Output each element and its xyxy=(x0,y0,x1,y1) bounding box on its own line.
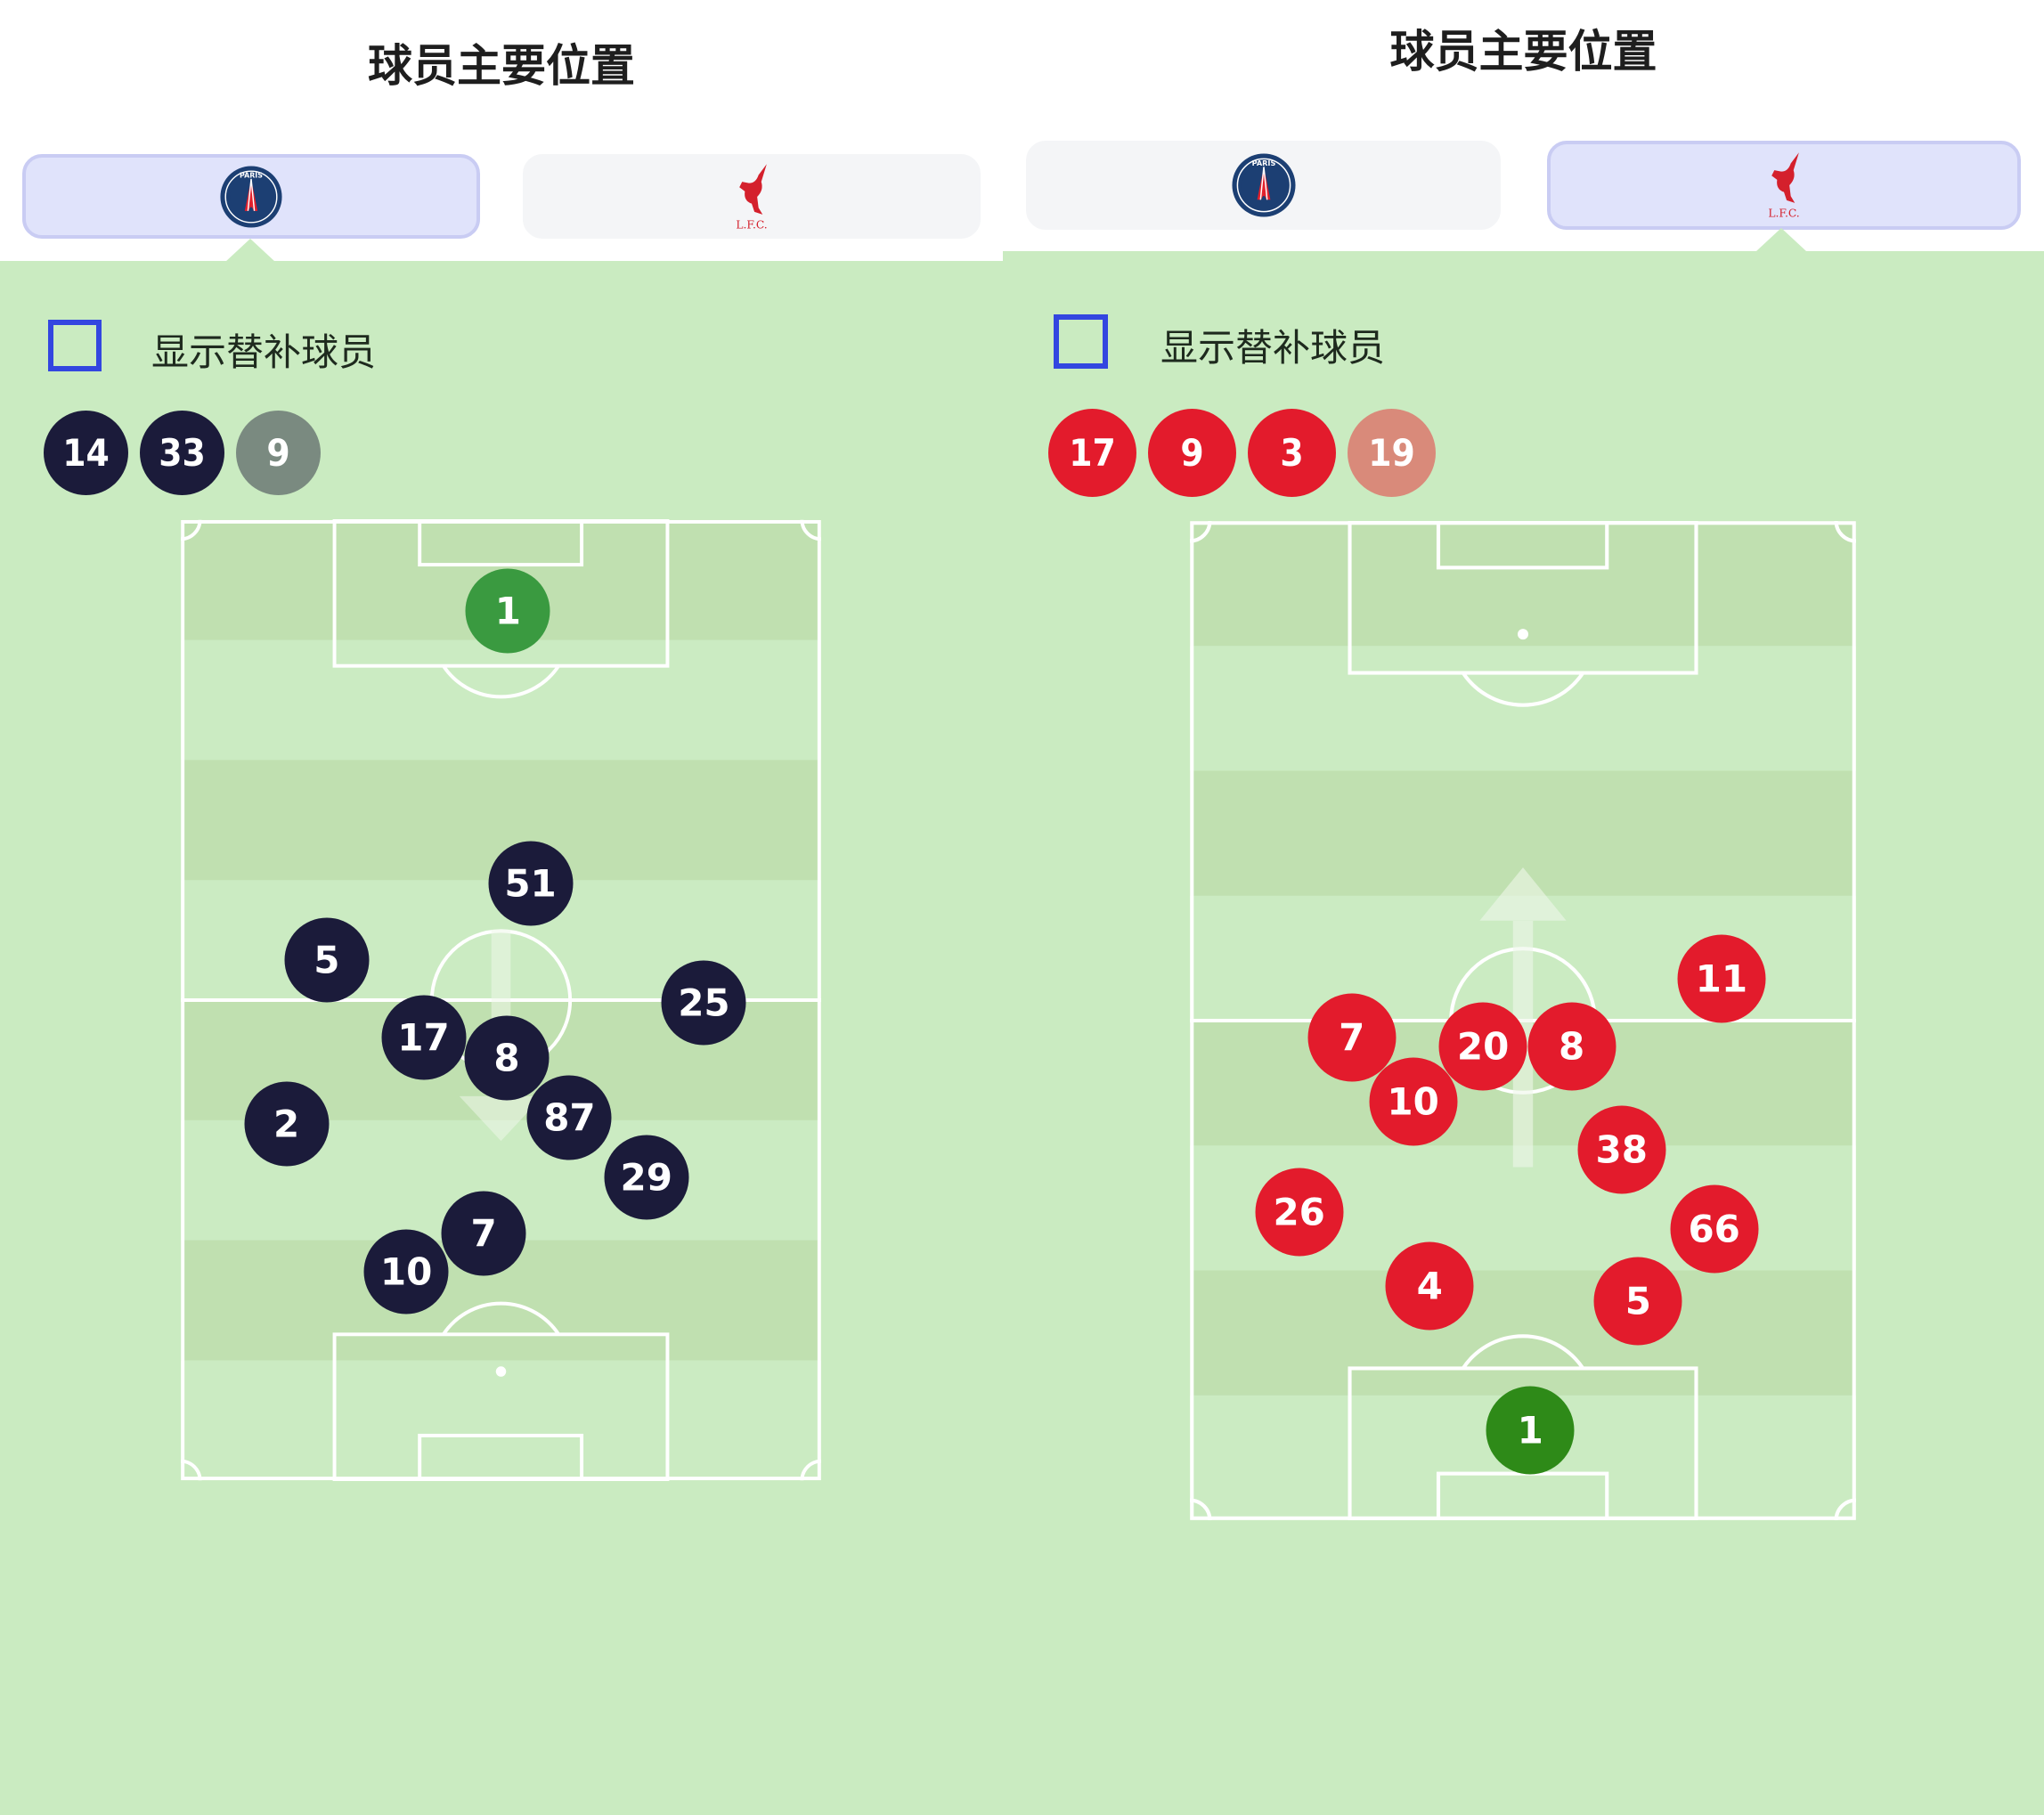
bench-player-3[interactable]: 3 xyxy=(1248,409,1336,497)
player-marker-20[interactable]: 20 xyxy=(1438,1002,1527,1091)
psg-logo-icon: PARIS xyxy=(219,165,283,229)
svg-text:PARIS: PARIS xyxy=(240,171,263,179)
bench-player-17[interactable]: 17 xyxy=(1048,409,1136,497)
tab-psg[interactable]: PARIS xyxy=(1026,141,1501,230)
player-marker-66[interactable]: 66 xyxy=(1670,1184,1759,1274)
player-marker-51[interactable]: 51 xyxy=(488,841,574,926)
player-marker-10[interactable]: 10 xyxy=(1369,1057,1458,1146)
svg-text:L.F.C.: L.F.C. xyxy=(736,218,767,231)
player-marker-7[interactable]: 7 xyxy=(1307,993,1397,1082)
bench-player-33[interactable]: 33 xyxy=(140,411,224,495)
player-marker-5[interactable]: 5 xyxy=(1593,1257,1682,1346)
lfc-logo-icon: L.F.C. xyxy=(1763,150,1804,221)
pitch-stripe xyxy=(1190,1270,1856,1396)
pitch-markings xyxy=(1190,521,1856,1520)
player-marker-26[interactable]: 26 xyxy=(1255,1168,1344,1257)
show-subs-label: 显示替补球员 xyxy=(151,330,377,374)
tab-liverpool[interactable]: L.F.C. xyxy=(1547,141,2021,230)
psg-logo-icon: PARIS xyxy=(1231,152,1297,218)
player-marker-17[interactable]: 17 xyxy=(381,995,466,1080)
player-marker-10[interactable]: 10 xyxy=(363,1229,449,1314)
player-marker-87[interactable]: 87 xyxy=(526,1075,612,1160)
svg-text:PARIS: PARIS xyxy=(1251,159,1275,167)
player-marker-2[interactable]: 2 xyxy=(244,1081,330,1167)
tab-liverpool[interactable]: L.F.C. xyxy=(523,154,981,239)
bench-player-9[interactable]: 9 xyxy=(1148,409,1236,497)
pitch: 11 7 20 8 10 38 26 66 4 5 1 xyxy=(1190,521,1856,1520)
page-title: 球员主要位置 xyxy=(368,40,635,92)
page-title: 球员主要位置 xyxy=(1389,26,1657,77)
show-subs-checkbox[interactable] xyxy=(1054,314,1108,369)
pitch: 1 51 5 25 17 8 2 87 29 7 10 xyxy=(181,519,821,1481)
player-marker-1[interactable]: 1 xyxy=(1486,1386,1575,1475)
player-marker-11[interactable]: 11 xyxy=(1677,934,1766,1023)
pitch-stripe xyxy=(1190,521,1856,647)
bench-player-14[interactable]: 14 xyxy=(44,411,128,495)
show-subs-checkbox[interactable] xyxy=(48,320,102,371)
active-tab-pointer xyxy=(1756,228,1806,251)
player-marker-8[interactable]: 8 xyxy=(464,1015,550,1101)
svg-text:L.F.C.: L.F.C. xyxy=(1768,207,1799,219)
lfc-logo-icon: L.F.C. xyxy=(731,162,772,232)
tab-psg[interactable]: PARIS xyxy=(22,154,480,239)
player-marker-4[interactable]: 4 xyxy=(1385,1241,1474,1331)
player-marker-7[interactable]: 7 xyxy=(441,1191,526,1276)
panel-liverpool: 球员主要位置 PARIS L.F.C. 显示替补球员 11 7 20 8 10 38 26 6… xyxy=(1003,0,2044,1815)
player-marker-8[interactable]: 8 xyxy=(1527,1002,1616,1091)
player-marker-29[interactable]: 29 xyxy=(604,1135,689,1220)
active-tab-pointer xyxy=(225,239,275,262)
show-subs-label: 显示替补球员 xyxy=(1160,326,1386,370)
panel-psg: 球员主要位置 PARIS L.F.C. 显示替补球员 1 51 5 25 17 8 2 87 2… xyxy=(0,0,1003,1815)
player-marker-38[interactable]: 38 xyxy=(1577,1105,1666,1194)
player-marker-5[interactable]: 5 xyxy=(284,917,370,1003)
player-marker-1[interactable]: 1 xyxy=(465,568,550,654)
player-marker-25[interactable]: 25 xyxy=(661,960,746,1046)
bench-player-9[interactable]: 9 xyxy=(236,411,321,495)
bench-player-19[interactable]: 19 xyxy=(1348,409,1436,497)
